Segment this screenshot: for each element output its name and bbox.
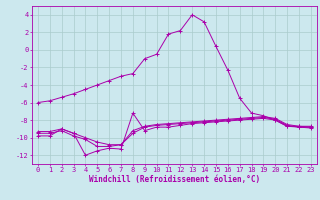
X-axis label: Windchill (Refroidissement éolien,°C): Windchill (Refroidissement éolien,°C) (89, 175, 260, 184)
